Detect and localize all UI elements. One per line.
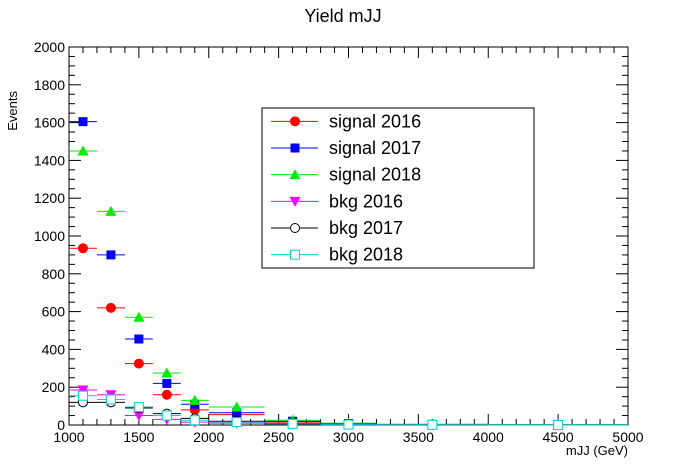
data-point [77,385,89,396]
y-tick-label: 1400 [34,152,65,168]
data-point [161,389,172,400]
data-point [161,367,173,378]
data-point [287,418,298,429]
y-tick-label: 0 [57,417,65,433]
series-signal-2016 [69,243,628,430]
axes: 1000 1500 2000 2500 3000 3500 4000 4500 5000 0 200… [34,39,644,445]
data-point [133,311,145,322]
y-tick-label: 1000 [34,228,65,244]
chart-title: Yield mJJ [304,6,381,26]
x-tick-label: 2000 [193,429,224,445]
data-point [106,250,116,260]
data-point [133,402,144,413]
legend-marker [289,169,301,180]
x-tick-label: 3000 [333,429,364,445]
y-tick-label: 200 [42,379,66,395]
data-point [427,419,438,430]
data-point [105,205,117,216]
data-marks [69,117,628,431]
legend-label: signal 2017 [329,138,421,158]
data-point [553,420,564,430]
data-point [78,117,88,127]
data-point [162,378,172,388]
data-point [343,419,354,430]
x-tick-label: 5000 [612,429,643,445]
data-point [189,415,200,426]
legend-label: signal 2016 [329,111,421,131]
x-tick-label: 4500 [543,429,574,445]
x-tick-label: 1500 [123,429,154,445]
y-tick-label: 1600 [34,115,65,131]
data-point [231,401,243,412]
x-tick-label: 4000 [473,429,504,445]
legend: signal 2016 signal 2017 signal 2018 bkg 201… [261,107,535,269]
legend-marker [290,249,300,260]
y-tick-label: 600 [42,304,66,320]
legend-label: bkg 2018 [329,245,403,265]
legend-marker [290,223,300,233]
y-tick-label: 2000 [34,39,65,55]
data-point [77,145,89,156]
x-tick-label: 3500 [403,429,434,445]
legend-label: bkg 2016 [329,191,403,211]
data-point [231,417,242,428]
legend-marker [289,196,301,207]
data-point [189,394,201,405]
legend-marker [290,116,300,127]
x-axis-title: mJJ (GeV) [566,443,628,458]
legend-label: signal 2018 [329,165,421,185]
series-bkg-2018 [69,390,628,430]
data-point [232,408,242,418]
y-tick-label: 400 [42,341,66,357]
data-point [105,394,116,405]
data-point [133,358,144,369]
x-tick-label: 1000 [53,429,84,445]
legend-box [261,107,535,269]
data-point [105,302,116,313]
data-point [133,411,145,422]
y-tick-label: 1200 [34,190,65,206]
legend-marker [290,143,300,153]
legend-label: bkg 2017 [329,218,403,238]
data-point [161,410,172,421]
y-tick-label: 800 [42,266,66,282]
data-point [77,390,88,401]
x-tick-label: 2500 [263,429,294,445]
y-axis-title: Events [5,91,20,131]
data-point [134,334,144,344]
data-point [77,243,88,254]
y-tick-label: 1800 [34,77,65,93]
